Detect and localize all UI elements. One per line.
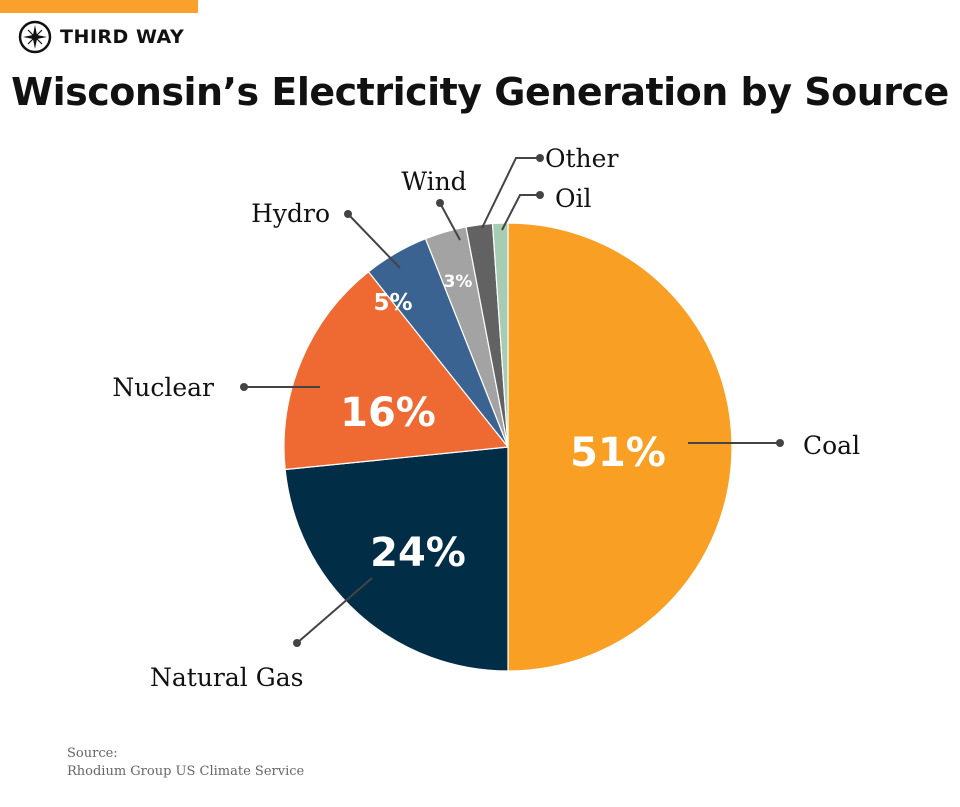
slice-percent-coal: 51% bbox=[570, 430, 666, 476]
source-label: Source: bbox=[67, 746, 118, 761]
slice-name-coal: Coal bbox=[803, 431, 860, 460]
leader-line-natural-gas bbox=[296, 577, 373, 644]
leader-line-wind bbox=[439, 202, 461, 241]
slice-natural-gas bbox=[284, 446, 509, 672]
leader-dot-nuclear bbox=[240, 383, 248, 391]
leader-dot-wind bbox=[436, 199, 444, 207]
leader-line-other bbox=[481, 157, 540, 229]
slice-oil bbox=[491, 222, 509, 448]
third-way-logo: THIRD WAY bbox=[18, 20, 184, 54]
slice-name-nuclear: Nuclear bbox=[112, 373, 214, 402]
leader-dot-natural-gas bbox=[293, 639, 301, 647]
leader-dot-hydro bbox=[344, 210, 352, 218]
leader-dot-oil bbox=[536, 191, 544, 199]
leader-line-hydro bbox=[347, 213, 401, 269]
chart-title: Wisconsin’s Electricity Generation by So… bbox=[11, 70, 949, 114]
leader-dot-other bbox=[536, 154, 544, 162]
accent-bar bbox=[0, 0, 198, 13]
slice-nuclear bbox=[283, 270, 510, 471]
leader-line-oil bbox=[501, 194, 540, 231]
slice-name-natural-gas: Natural Gas bbox=[150, 663, 303, 692]
slice-name-other: Other bbox=[545, 144, 618, 173]
slice-name-wind: Wind bbox=[401, 167, 466, 196]
source-text: Rhodium Group US Climate Service bbox=[67, 764, 305, 779]
slice-percent-natural-gas: 24% bbox=[370, 530, 466, 576]
source-note: Source: Rhodium Group US Climate Service bbox=[67, 745, 304, 781]
slice-coal bbox=[507, 222, 733, 672]
slice-percent-wind: 3% bbox=[444, 272, 473, 292]
brand-name: THIRD WAY bbox=[60, 26, 185, 48]
slice-name-hydro: Hydro bbox=[251, 199, 330, 228]
compass-icon bbox=[18, 20, 52, 54]
slice-name-oil: Oil bbox=[555, 184, 592, 213]
leader-dot-coal bbox=[776, 439, 784, 447]
slice-percent-nuclear: 16% bbox=[340, 390, 436, 436]
slice-percent-hydro: 5% bbox=[373, 290, 412, 316]
